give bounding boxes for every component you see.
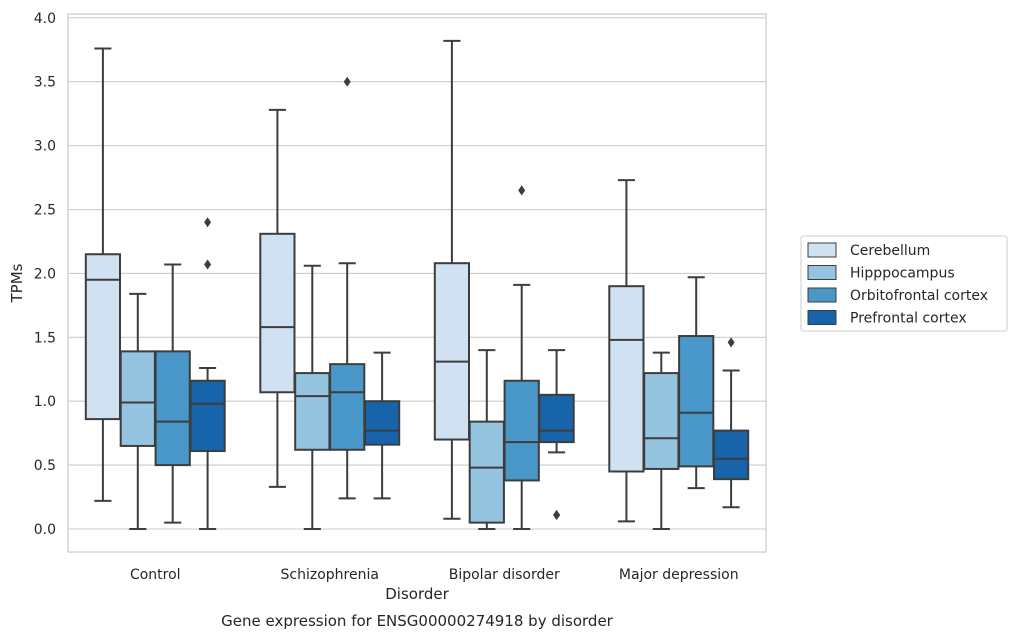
y-tick-labels: 0.0 0.5 1.0 1.5 2.0 2.5 3.0 3.5 4.0 [34, 11, 56, 538]
legend-swatch [807, 265, 837, 280]
y-tick-label: 2.5 [34, 203, 56, 219]
legend-swatch [807, 310, 837, 325]
legend-label: Prefrontal cortex [850, 311, 967, 327]
box-body [608, 285, 645, 473]
y-tick-label: 0.5 [34, 458, 56, 474]
box-body [259, 232, 296, 394]
box [154, 263, 191, 524]
box-body [154, 350, 191, 467]
x-tick-labels: Control Schizophrenia Bipolar disorder Majo… [130, 567, 739, 583]
box-body [503, 379, 540, 482]
box-body [363, 400, 401, 446]
y-tick-label: 4.0 [34, 11, 56, 27]
box [468, 349, 505, 530]
box-body [294, 372, 331, 451]
box-body [538, 393, 575, 444]
box-body [433, 262, 471, 441]
x-tick-label: Schizophrenia [281, 567, 379, 583]
box [84, 47, 122, 502]
legend-label: Cerebellum [850, 243, 930, 259]
box [608, 179, 645, 523]
box [712, 337, 750, 509]
outlier-point [204, 217, 212, 228]
outlier-point [553, 509, 561, 520]
y-tick-label: 3.5 [34, 75, 56, 91]
outlier-point [518, 185, 526, 196]
box-body [712, 429, 750, 481]
box [643, 351, 680, 530]
box [189, 217, 226, 530]
legend-swatch [807, 242, 837, 258]
legend: Cerebellum Hipppocampus Orbitofrontal cort… [800, 235, 1008, 332]
box [538, 349, 575, 520]
box [433, 39, 471, 520]
box [259, 108, 296, 488]
box-body [119, 350, 156, 447]
legend-frame [800, 235, 1008, 332]
outlier-point [204, 259, 212, 270]
box [363, 351, 401, 500]
y-tick-label: 3.0 [34, 139, 56, 155]
x-tick-label: Bipolar disorder [449, 567, 560, 583]
box [329, 76, 366, 500]
legend-swatch [807, 287, 837, 303]
box-series [84, 39, 750, 530]
box-body [84, 253, 122, 421]
y-tick-label: 1.0 [34, 394, 56, 410]
box [294, 264, 331, 530]
x-tick-label: Major depression [619, 567, 739, 583]
y-tick-label: 1.5 [34, 330, 56, 346]
x-tick-label: Control [130, 567, 181, 583]
box-body [643, 372, 680, 470]
legend-label: Orbitofrontal cortex [850, 288, 988, 304]
box-body [329, 363, 366, 451]
box-body [189, 379, 226, 453]
y-axis-title: TPMs [8, 263, 26, 303]
box [678, 276, 715, 490]
outlier-point [727, 337, 735, 348]
chart-caption: Gene expression for ENSG00000274918 by d… [221, 612, 614, 630]
box-body [678, 335, 715, 468]
legend-label: Hipppocampus [850, 266, 955, 282]
y-tick-label: 0.0 [34, 522, 56, 538]
box-body [468, 420, 505, 524]
y-tick-label: 2.0 [34, 266, 56, 282]
outlier-point [343, 76, 351, 87]
x-axis-title: Disorder [385, 585, 449, 603]
